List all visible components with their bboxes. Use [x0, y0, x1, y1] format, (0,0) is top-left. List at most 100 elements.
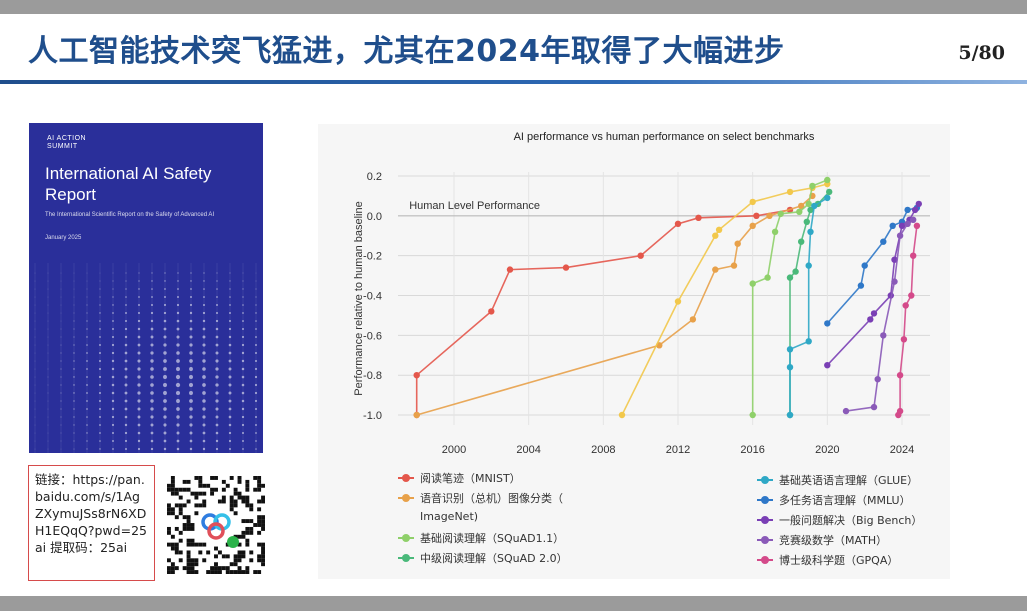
data-point [896, 232, 904, 239]
data-point [896, 372, 904, 379]
legend-swatch-icon [757, 495, 773, 505]
data-point [870, 403, 878, 411]
legend-item-right-1: 多任务语言理解（MMLU） [757, 492, 911, 508]
legend-item-right-2: 一般问题解决（Big Bench） [757, 512, 922, 528]
y-tick-label: 0.2 [367, 171, 382, 183]
data-point [805, 262, 812, 269]
series-mnist [413, 206, 794, 419]
legend-label: 竞赛级数学（MATH） [779, 534, 888, 547]
data-point [824, 194, 831, 202]
x-tick-label: 2016 [740, 444, 764, 456]
y-tick-label: -0.8 [363, 370, 382, 382]
cover-title: International AI Safety Report [45, 164, 212, 204]
data-point [764, 274, 771, 281]
data-point [842, 407, 850, 415]
data-point [824, 362, 831, 369]
data-point [807, 206, 814, 214]
data-point [874, 376, 881, 383]
chart-title: AI performance vs human performance on s… [514, 131, 815, 143]
data-point [749, 198, 756, 206]
legend-swatch-icon [757, 475, 773, 485]
title-rule [0, 80, 1027, 84]
x-tick-label: 2000 [442, 444, 466, 456]
data-point [712, 232, 719, 239]
cover-logo-line2: SUMMIT [47, 143, 78, 150]
data-point [753, 212, 760, 219]
series-glue [786, 194, 831, 419]
data-point [803, 218, 810, 225]
data-point [674, 298, 682, 305]
qr-code-icon[interactable] [167, 476, 265, 574]
legend-label: 阅读笔迹（MNIST） [420, 472, 521, 485]
report-cover: AI ACTION SUMMIT International AI Safety… [29, 123, 263, 453]
series-line [845, 219, 914, 412]
legend-item-right-4: 博士级科学题（GPQA） [757, 552, 898, 568]
page-number: 5/80 [958, 42, 1005, 64]
data-point [900, 336, 908, 343]
data-point [792, 268, 799, 275]
legend-item-left-3: 基础阅读理解（SQuAD1.1） [398, 530, 564, 546]
bottom-band [0, 596, 1027, 611]
data-point [891, 278, 898, 285]
data-point [798, 202, 805, 210]
x-tick-label: 2020 [815, 444, 839, 456]
legend-label: 中级阅读理解（SQuAD 2.0） [420, 552, 568, 565]
legend-label: 基础英语语言理解（GLUE） [779, 474, 919, 487]
chart-panel: AI performance vs human performance on s… [318, 124, 950, 579]
top-band [0, 0, 1027, 14]
data-point [771, 228, 779, 235]
data-point [562, 264, 570, 271]
data-point [749, 280, 756, 287]
series-math [842, 216, 917, 415]
data-point [904, 220, 911, 227]
data-point [904, 206, 911, 214]
data-point [902, 302, 909, 309]
data-point [889, 222, 896, 229]
series-line [415, 209, 791, 415]
x-tick-label: 2024 [890, 444, 914, 456]
data-point [413, 372, 420, 379]
series-line [416, 195, 813, 416]
data-point [861, 262, 868, 269]
data-point [910, 252, 917, 259]
y-tick-label: -0.2 [363, 251, 382, 263]
data-point [913, 222, 921, 229]
series-line [789, 191, 830, 415]
data-point [734, 240, 741, 247]
y-tick-label: -1.0 [363, 410, 382, 422]
legend-label: 一般问题解决（Big Bench） [779, 514, 923, 527]
data-point [749, 411, 756, 419]
data-point [695, 214, 702, 221]
cover-logo-line1: AI ACTION [47, 135, 87, 142]
data-point [807, 228, 814, 235]
data-point [867, 316, 874, 323]
data-point [786, 188, 794, 196]
data-point [870, 310, 878, 317]
cover-subtitle: The International Scientific Report on t… [45, 212, 215, 218]
data-point [689, 316, 697, 323]
human-level-annotation: Human Level Performance [409, 200, 540, 212]
data-point [908, 292, 915, 299]
legend-label: ImageNet) [420, 510, 479, 523]
x-tick-label: 2004 [516, 444, 540, 456]
data-point [674, 220, 682, 227]
data-point [506, 266, 514, 273]
cover-logo: AI ACTION SUMMIT [47, 135, 86, 151]
y-tick-label: 0.0 [367, 211, 382, 223]
legend-item-right-3: 竞赛级数学（MATH） [757, 532, 887, 548]
data-point [786, 346, 794, 353]
y-tick-label: -0.4 [363, 291, 382, 303]
y-tick-label: -0.6 [363, 330, 382, 342]
legend-swatch-icon [398, 493, 414, 503]
legend-swatch-icon [757, 515, 773, 525]
y-axis-label: Performance relative to human baseline [353, 201, 365, 395]
data-point [898, 222, 906, 229]
data-point [730, 262, 738, 269]
data-point [805, 200, 812, 208]
x-tick-label: 2008 [591, 444, 615, 456]
download-link-box[interactable]: 链接：https://pan.baidu.com/s/1AgZXymuJSs8r… [28, 465, 155, 581]
data-point [786, 411, 794, 419]
data-point [880, 238, 887, 245]
data-point [891, 256, 898, 263]
cover-dot-pattern [34, 263, 258, 453]
